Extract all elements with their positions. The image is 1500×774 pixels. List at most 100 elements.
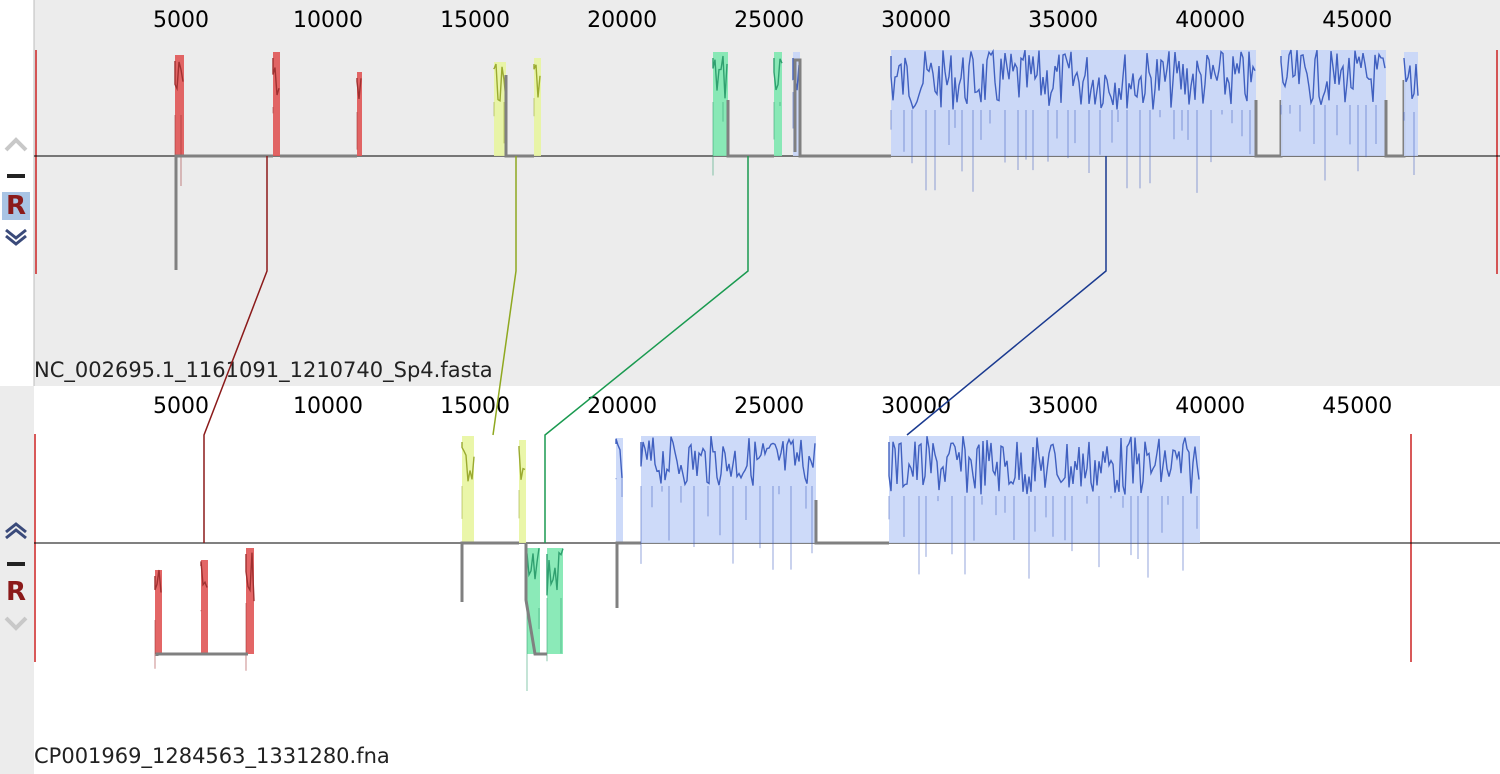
lcb-red-b2-profile <box>200 561 208 588</box>
connector-red <box>203 156 268 543</box>
ruler-tick-label: 20000 <box>587 394 657 419</box>
sequence-1-controls: R <box>0 0 34 386</box>
lcb-red-b2 <box>200 560 208 654</box>
gap-bottom-5 <box>814 500 889 545</box>
lcb-red-1-fill <box>175 55 184 156</box>
gap-bottom-2 <box>460 541 519 602</box>
lcb-blue-b-small-fill <box>616 438 623 543</box>
lcb-blue-b-small-profile <box>615 438 623 478</box>
connector-green <box>544 156 749 543</box>
ruler-tick-label: 40000 <box>1175 394 1245 419</box>
ruler-tick-label: 5000 <box>153 394 209 419</box>
lcb-blue-3 <box>1403 52 1419 175</box>
lcb-yellow-2-fill <box>534 58 541 156</box>
lcb-blue-2 <box>1280 49 1386 181</box>
reverse-button[interactable]: R <box>5 577 27 607</box>
lcb-yellow-1 <box>493 62 507 156</box>
lcb-red-b1 <box>154 569 162 669</box>
ruler-tick-label: 30000 <box>881 394 951 419</box>
chevron-down-icon <box>4 616 28 631</box>
lcb-red-3-profile <box>356 78 362 99</box>
ruler-tick-label: 10000 <box>293 394 363 419</box>
gap-top-7 <box>1384 80 1406 158</box>
connector-olive <box>492 156 517 436</box>
gap-top-4 <box>726 100 774 158</box>
lcb-blue-b1 <box>640 436 816 570</box>
ruler-tick-label: 45000 <box>1322 394 1392 419</box>
lcb-blue-2-profile <box>1280 49 1386 106</box>
ruler-tick-label: 20000 <box>587 8 657 33</box>
move-up-button[interactable] <box>2 134 30 156</box>
ruler-tick-label: 25000 <box>734 8 804 33</box>
move-down-button[interactable] <box>2 612 30 634</box>
lcb-red-b2-fill <box>201 560 208 654</box>
gap-bottom-3 <box>524 543 547 656</box>
sequence-panel-2: R CP001969_1284563_1331280.fna <box>0 386 1500 774</box>
lcb-red-b3-profile <box>245 552 255 602</box>
ruler-tick-label: 5000 <box>153 8 209 33</box>
move-down-button[interactable] <box>2 226 30 248</box>
lcb-blue-main <box>890 48 1256 193</box>
gap-top-5 <box>793 58 891 158</box>
minimize-button[interactable] <box>2 556 30 574</box>
lcb-yellow-b2 <box>518 440 526 543</box>
ruler-tick-label: 35000 <box>1028 8 1098 33</box>
lcb-red-2 <box>272 52 280 156</box>
lcb-red-3-fill <box>357 72 362 156</box>
lcb-blocks-sequence-1[interactable] <box>174 48 1419 270</box>
ruler-tick-label: 45000 <box>1322 8 1392 33</box>
reverse-button[interactable]: R <box>2 192 30 220</box>
lcb-yellow-b1-profile <box>461 442 475 482</box>
lcb-blue-b2-fill <box>889 436 1200 543</box>
gap-bottom-4 <box>615 541 641 608</box>
gap-top-1 <box>174 154 273 270</box>
connector-blue <box>906 156 1107 436</box>
lcb-blue-b-small <box>615 438 623 543</box>
ruler-tick-label: 15000 <box>440 394 510 419</box>
ruler-sequence-2: 5000 10000 15000 20000 25000 30000 35000 40000 4… <box>153 394 1392 419</box>
lcb-red-b3-fill <box>246 548 254 654</box>
ruler-tick-label: 15000 <box>440 8 510 33</box>
lcb-red-b3 <box>245 548 255 671</box>
lcb-red-3 <box>356 72 362 156</box>
lcb-blue-main-fill <box>891 50 1256 156</box>
lcb-blocks-sequence-2[interactable] <box>154 436 1200 691</box>
lcb-green-b2-fill <box>547 548 563 654</box>
lcb-red-1-profile <box>174 61 184 92</box>
lcb-red-2-profile <box>272 58 280 96</box>
ruler-tick-label: 30000 <box>881 8 951 33</box>
lcb-green-1 <box>712 52 728 176</box>
lcb-connectors <box>203 156 1107 543</box>
move-up-button[interactable] <box>2 520 30 542</box>
lcb-yellow-2 <box>533 58 541 156</box>
gap-bottom-1 <box>155 652 248 656</box>
ruler-tick-label: 35000 <box>1028 394 1098 419</box>
lcb-green-b2-profile <box>546 548 564 596</box>
lcb-green-2-profile <box>773 58 783 91</box>
lcb-green-2 <box>773 52 783 156</box>
lcb-green-b2 <box>546 548 564 662</box>
lcb-yellow-b2-fill <box>519 440 526 543</box>
chevron-down-double-icon <box>5 228 27 246</box>
lcb-red-1 <box>174 55 184 187</box>
chevron-up-double-icon <box>5 522 27 540</box>
lcb-yellow-b1-fill <box>462 436 474 543</box>
lcb-blue-main-profile <box>890 48 1256 110</box>
lcb-yellow-b1 <box>461 436 475 543</box>
lcb-yellow-b2-profile <box>518 446 526 480</box>
ruler-tick-label: 10000 <box>293 8 363 33</box>
minimize-button[interactable] <box>2 168 30 186</box>
gap-top-6 <box>1254 100 1283 158</box>
sequence-name-label: CP001969_1284563_1331280.fna <box>34 744 390 768</box>
lcb-red-2-fill <box>273 52 280 156</box>
chevron-up-icon <box>4 137 28 152</box>
ruler-sequence-1: 5000 10000 15000 20000 25000 30000 35000 40000 4… <box>153 8 1392 33</box>
ruler-tick-label: 40000 <box>1175 8 1245 33</box>
lcb-yellow-1-profile <box>493 63 507 102</box>
lcb-blue-b2-profile <box>888 436 1200 495</box>
gap-top-3 <box>504 75 534 158</box>
lcb-blue-b2 <box>888 436 1200 579</box>
lcb-red-b1-fill <box>155 570 162 654</box>
lcb-blue-b1-profile <box>640 436 816 487</box>
